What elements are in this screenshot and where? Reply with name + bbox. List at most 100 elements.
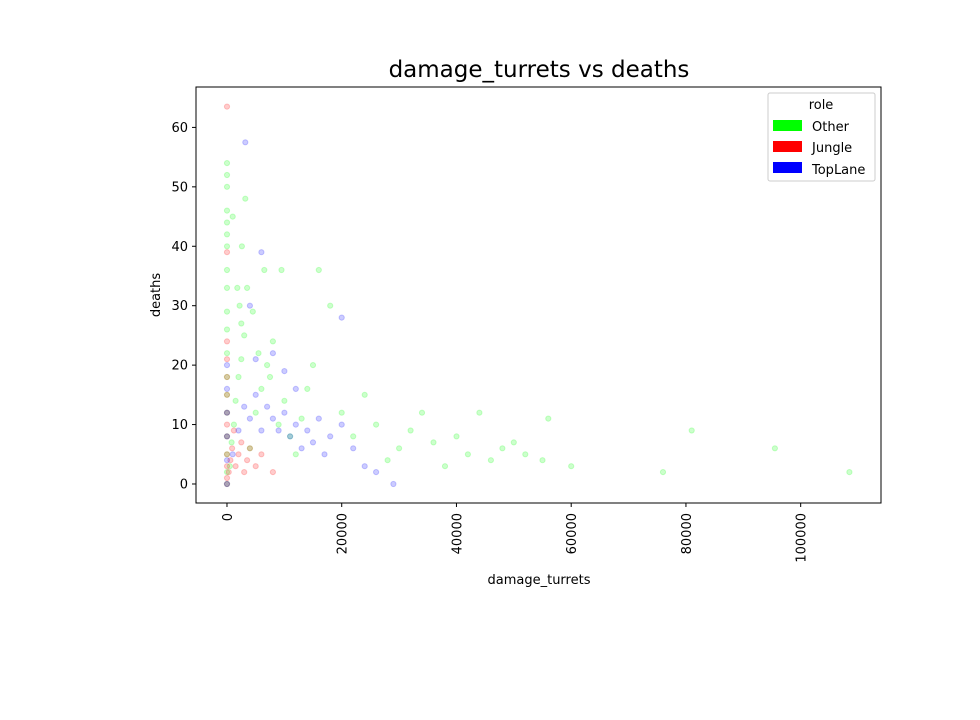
data-point-other [223, 284, 231, 291]
data-point-other [258, 385, 265, 392]
data-point-other [238, 243, 245, 250]
data-point-toplane [281, 368, 288, 375]
y-tick-label: 10 [171, 418, 188, 433]
y-tick-label: 60 [171, 121, 188, 136]
data-point-other [238, 320, 245, 327]
data-point-jungle [241, 469, 248, 476]
data-point-other [568, 463, 575, 470]
data-point-other [846, 469, 853, 476]
data-point-toplane [269, 350, 276, 357]
data-point-toplane [264, 403, 271, 410]
x-tick-label: 20000 [336, 513, 351, 554]
data-point-other [688, 427, 695, 434]
data-point-jungle [235, 451, 242, 458]
data-point-jungle [225, 469, 232, 476]
data-point-toplane [309, 439, 317, 446]
data-point-toplane [246, 302, 253, 309]
data-point-other [396, 445, 403, 452]
data-point-jungle [223, 338, 231, 345]
x-tick-label: 0 [221, 513, 236, 521]
x-axis: 0 20000 40000 60000 80000 100000 [221, 503, 810, 563]
data-point-toplane [223, 433, 231, 440]
y-tick-label: 30 [171, 299, 188, 314]
data-point-toplane [258, 427, 265, 434]
data-point-other [223, 373, 231, 381]
data-point-other [232, 397, 239, 404]
x-tick-label: 100000 [795, 513, 810, 563]
data-point-other [350, 433, 357, 440]
data-point-other [266, 373, 274, 381]
legend-swatch-toplane [773, 162, 802, 173]
data-point-other [230, 421, 237, 428]
data-point-other [228, 439, 235, 446]
data-point-toplane [223, 480, 231, 488]
legend-label-other: Other [812, 120, 850, 135]
legend-title: role [809, 98, 834, 113]
data-point-jungle [238, 439, 245, 446]
data-point-other [373, 421, 380, 428]
data-point-other [327, 302, 334, 309]
data-point-toplane [350, 445, 357, 452]
data-point-jungle [246, 445, 253, 452]
data-point-other [223, 243, 231, 250]
data-point-toplane [223, 385, 231, 392]
data-point-other [453, 433, 460, 440]
data-point-toplane [275, 427, 282, 434]
data-point-jungle [230, 427, 237, 434]
data-point-jungle [252, 463, 259, 470]
plot-frame [195, 86, 882, 504]
data-point-toplane [235, 427, 242, 434]
data-point-other [309, 362, 317, 369]
data-point-other [223, 480, 231, 488]
data-point-toplane [327, 433, 334, 440]
data-point-other [261, 266, 268, 274]
data-point-other [264, 362, 271, 369]
data-point-other [226, 463, 233, 470]
data-point-other [223, 183, 231, 190]
data-point-other [659, 469, 667, 476]
data-point-toplane [246, 415, 253, 422]
data-point-other [522, 451, 529, 458]
data-point-other [487, 457, 494, 464]
data-point-other [223, 409, 231, 416]
data-point-jungle [269, 469, 276, 476]
data-point-jungle [223, 421, 231, 428]
data-point-toplane [361, 463, 368, 470]
data-point-other [246, 445, 253, 452]
data-point-other [241, 332, 248, 339]
data-point-other [298, 415, 305, 422]
x-tick-label: 40000 [450, 513, 465, 554]
y-tick-label: 50 [171, 180, 188, 195]
chart-title: damage_turrets vs deaths [389, 57, 690, 83]
data-point-other [441, 463, 449, 470]
data-point-toplane [269, 415, 276, 422]
data-point-other [430, 439, 437, 446]
data-point-other [418, 409, 426, 416]
x-tick-label: 80000 [680, 513, 695, 554]
y-axis: 0 10 20 30 40 50 60 [171, 121, 196, 492]
data-point-other [510, 439, 517, 446]
data-point-toplane [338, 421, 345, 428]
data-point-other [223, 207, 231, 214]
data-point-other [545, 415, 552, 422]
data-point-toplane [241, 403, 248, 410]
data-point-other [269, 338, 276, 345]
data-point-toplane [338, 314, 345, 321]
data-point-jungle [223, 480, 231, 488]
data-point-toplane [258, 249, 265, 256]
legend-label-toplane: TopLane [811, 163, 865, 178]
data-point-toplane [252, 356, 259, 363]
data-point-other [252, 409, 259, 416]
data-point-other [287, 433, 294, 440]
data-point-other [384, 457, 391, 464]
data-point-other [771, 445, 779, 452]
data-point-other [315, 266, 322, 274]
data-point-other [223, 433, 231, 440]
x-axis-label: damage_turrets [488, 573, 591, 588]
data-point-toplane [373, 469, 380, 476]
data-point-other [223, 160, 231, 167]
data-point-jungle [232, 463, 239, 470]
data-point-jungle [229, 445, 236, 452]
data-point-toplane [242, 139, 249, 146]
